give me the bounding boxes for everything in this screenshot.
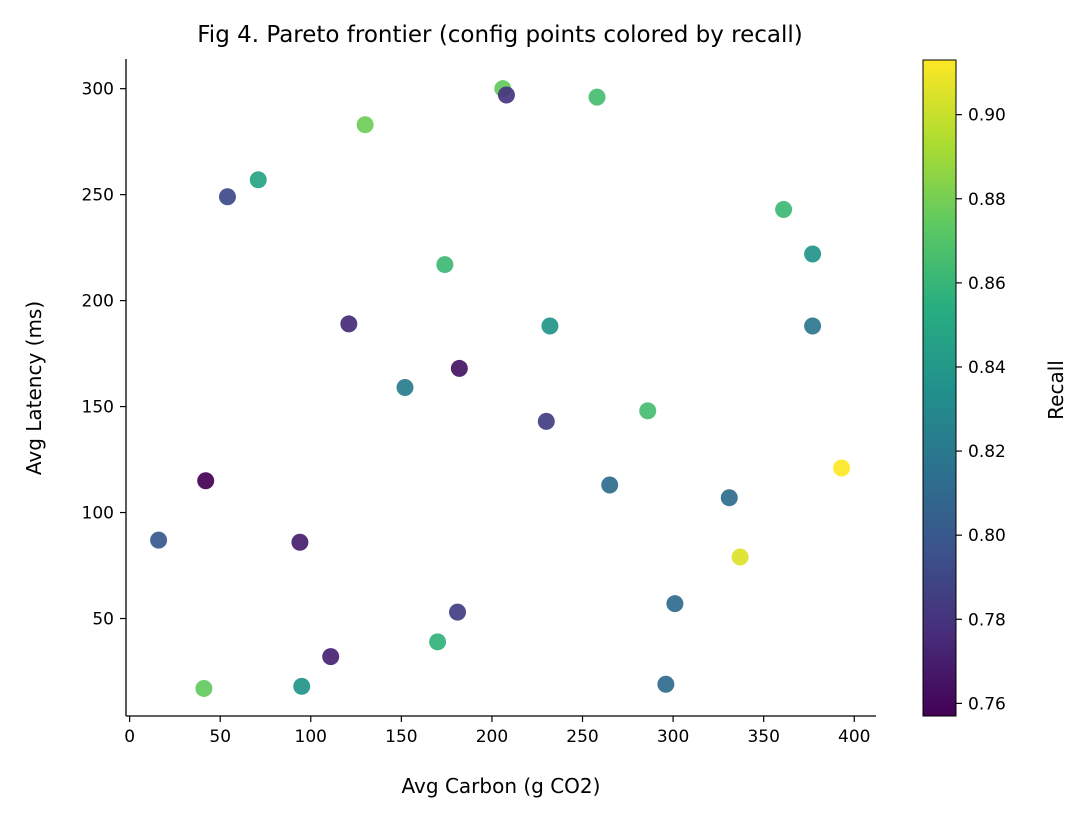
x-tick-label: 100 — [295, 727, 327, 747]
colorbar-tick-label: 0.78 — [968, 610, 1006, 630]
scatter-point — [601, 476, 619, 494]
scatter-point — [197, 472, 215, 490]
scatter-point — [537, 412, 555, 430]
colorbar-tick-label: 0.84 — [968, 358, 1006, 378]
chart-title: Fig 4. Pareto frontier (config points co… — [197, 22, 803, 48]
scatter-point — [720, 489, 738, 507]
x-axis-label: Avg Carbon (g CO2) — [402, 774, 601, 798]
colorbar-tick-label: 0.76 — [968, 694, 1006, 714]
colorbar-tick-label: 0.86 — [968, 274, 1006, 294]
colorbar-tick-label: 0.88 — [968, 190, 1006, 210]
scatter-point — [150, 531, 168, 549]
scatter-point — [449, 603, 467, 621]
scatter-point — [340, 315, 358, 333]
scatter-point — [293, 677, 311, 695]
y-tick-label: 100 — [82, 504, 114, 524]
scatter-point — [775, 200, 793, 218]
y-tick-label: 50 — [92, 610, 114, 630]
y-axis-ticks: 50 100 150 200 250 300 — [82, 80, 126, 630]
scatter-point — [657, 675, 675, 693]
scatter-point — [291, 533, 309, 551]
x-axis-ticks: 0 50 100 150 200 250 300 350 400 — [124, 716, 870, 747]
scatter-point — [429, 633, 447, 651]
scatter-point — [804, 245, 822, 263]
x-tick-label: 250 — [566, 727, 598, 747]
x-tick-label: 200 — [476, 727, 508, 747]
colorbar-tick-label: 0.90 — [968, 106, 1006, 126]
colorbar-tick-label: 0.82 — [968, 442, 1006, 462]
x-tick-label: 150 — [385, 727, 417, 747]
scatter-point — [804, 317, 822, 335]
y-tick-label: 300 — [82, 80, 114, 100]
x-tick-label: 0 — [124, 727, 135, 747]
x-tick-label: 400 — [838, 727, 870, 747]
colorbar-ticks: 0.76 0.78 0.80 0.82 0.84 0.86 0.88 0.90 — [956, 106, 1006, 714]
x-tick-label: 300 — [657, 727, 689, 747]
scatter-point — [249, 171, 267, 189]
scatter-point — [396, 379, 414, 396]
data-points — [150, 80, 851, 697]
colorbar-tick-label: 0.80 — [968, 526, 1006, 546]
scatter-point — [450, 359, 468, 377]
scatter-point — [588, 88, 606, 106]
x-tick-label: 50 — [209, 727, 231, 747]
scatter-point — [497, 86, 515, 104]
y-tick-label: 250 — [82, 186, 114, 206]
scatter-point — [731, 548, 749, 566]
scatter-point — [195, 679, 213, 697]
scatter-point — [322, 648, 340, 666]
scatter-point — [218, 188, 236, 206]
y-axis-label: Avg Latency (ms) — [22, 301, 46, 475]
colorbar-label: Recall — [1044, 360, 1068, 420]
scatter-point — [356, 116, 374, 134]
scatter-point — [436, 256, 454, 274]
scatter-point — [666, 595, 684, 613]
scatter-point — [541, 317, 559, 335]
scatter-point — [833, 459, 851, 477]
y-tick-label: 150 — [82, 398, 114, 418]
x-tick-label: 350 — [747, 727, 779, 747]
y-tick-label: 200 — [82, 292, 114, 312]
scatter-point — [639, 402, 657, 420]
colorbar — [922, 59, 957, 717]
